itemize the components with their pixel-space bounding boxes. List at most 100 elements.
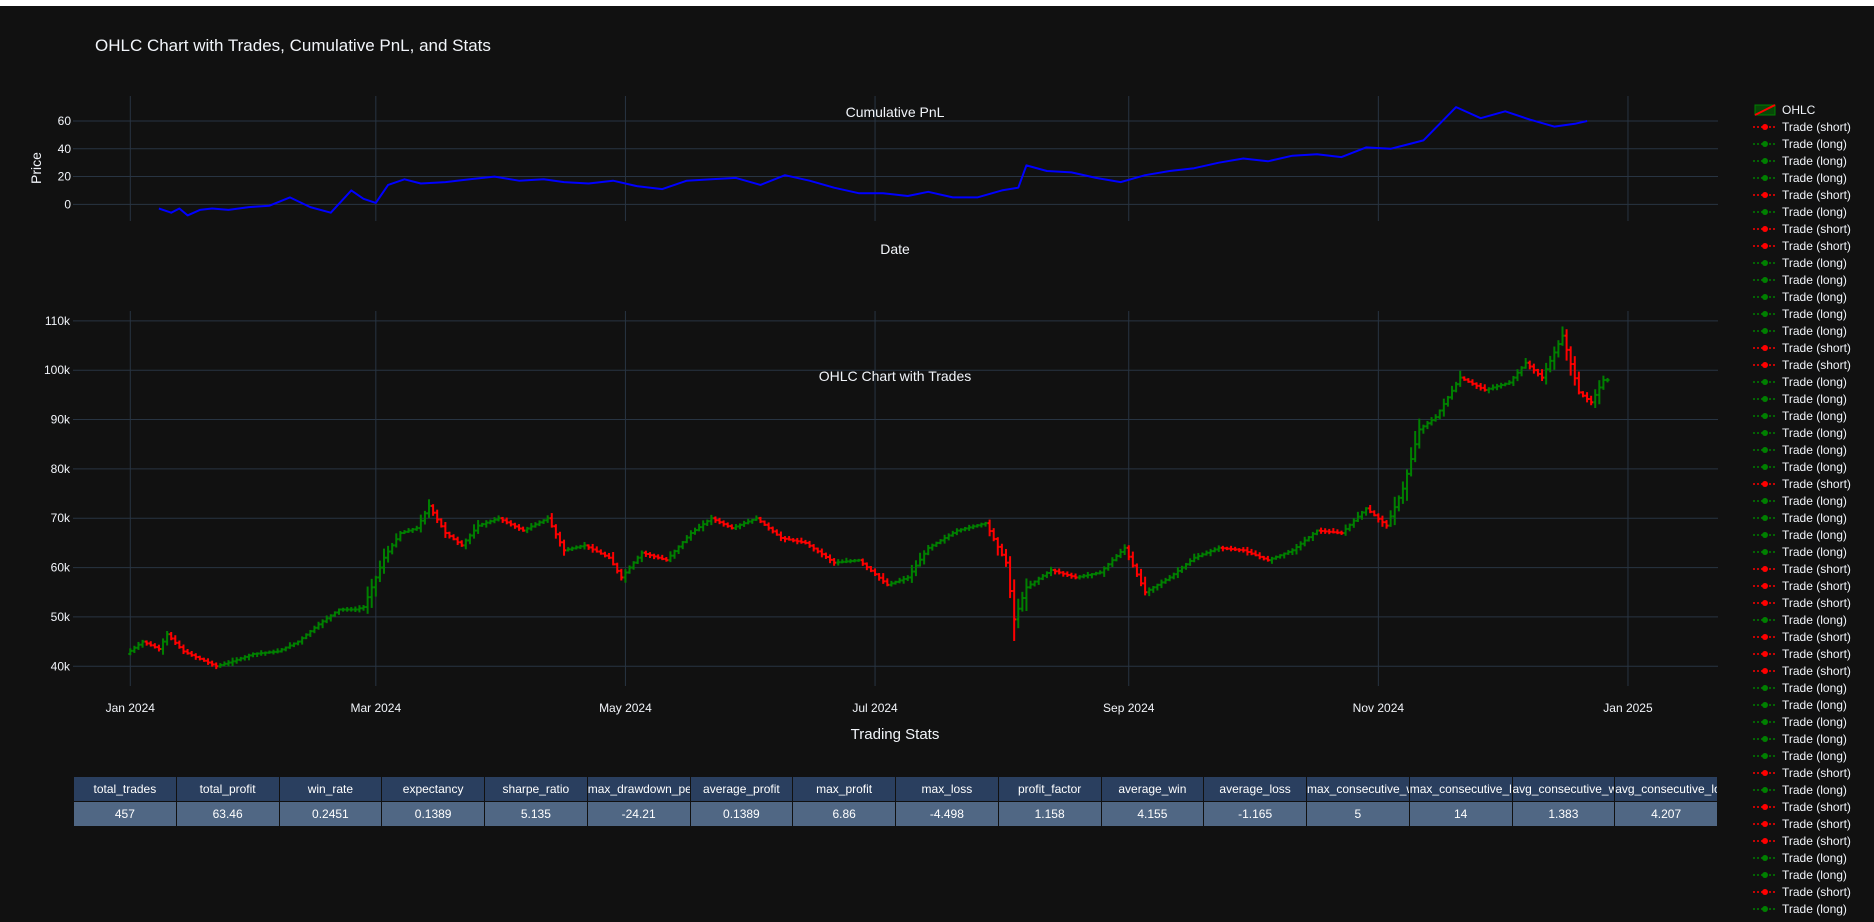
legend-item[interactable]: Trade (short)	[1752, 798, 1851, 815]
ohlc-bar	[1355, 511, 1360, 523]
ohlc-bar	[1425, 420, 1430, 430]
legend-item[interactable]: Trade (long)	[1752, 781, 1847, 798]
ohlc-bar	[1073, 573, 1078, 580]
legend-item[interactable]: Trade (short)	[1752, 577, 1851, 594]
legend-item[interactable]: Trade (long)	[1752, 152, 1847, 169]
ohlc-bar	[467, 533, 472, 545]
ohlc-chart[interactable]: Jan 2024 Mar 2024 May 2024 Jul 2024 Sep 2024…	[0, 306, 1752, 726]
stats-value: -24.21	[621, 807, 656, 821]
trade-swatch-dot	[1762, 191, 1768, 198]
legend-label: Trade (long)	[1782, 680, 1847, 695]
legend-item[interactable]: Trade (long)	[1752, 543, 1847, 560]
legend-item[interactable]: Trade (long)	[1752, 696, 1847, 713]
trade-swatch-dot	[1762, 412, 1768, 419]
legend-item[interactable]: Trade (short)	[1752, 764, 1851, 781]
trade-swatch-dot	[1762, 684, 1768, 691]
legend-item[interactable]: Trade (long)	[1752, 441, 1847, 458]
ohlc-bar	[639, 550, 644, 563]
legend-item[interactable]: Trade (long)	[1752, 322, 1847, 339]
ohlc-bar	[1196, 553, 1201, 561]
trade-marker-icon	[1753, 259, 1777, 266]
legend-item[interactable]: Trade (long)	[1752, 730, 1847, 747]
legend-item[interactable]: Trade (long)	[1752, 509, 1847, 526]
legend-item[interactable]: Trade (long)	[1752, 135, 1847, 152]
legend-item[interactable]: Trade (short)	[1752, 475, 1851, 492]
legend-item[interactable]: Trade (short)	[1752, 118, 1851, 135]
legend-item[interactable]: OHLC	[1752, 101, 1815, 118]
legend-item[interactable]: Trade (long)	[1752, 747, 1847, 764]
legend-item[interactable]: Trade (long)	[1752, 390, 1847, 407]
legend-item[interactable]: Trade (long)	[1752, 288, 1847, 305]
ohlc-bar	[1343, 524, 1348, 536]
ohlc-bar	[864, 562, 869, 571]
legend-item[interactable]: Trade (short)	[1752, 339, 1851, 356]
ohlc-bar	[692, 527, 697, 535]
legend-item[interactable]: Trade (short)	[1752, 883, 1851, 900]
ohlc-bar	[971, 524, 976, 530]
legend-item[interactable]: Trade (long)	[1752, 271, 1847, 288]
legend-item[interactable]: Trade (short)	[1752, 237, 1851, 254]
ohlc-bar	[197, 655, 202, 661]
legend-item[interactable]: Trade (long)	[1752, 169, 1847, 186]
ohlc-bar	[144, 640, 149, 646]
legend-item[interactable]: Trade (short)	[1752, 815, 1851, 832]
ohlc-bar	[148, 641, 153, 647]
legend-item[interactable]: Trade (short)	[1752, 628, 1851, 645]
legend-item[interactable]: Trade (long)	[1752, 611, 1847, 628]
legend-item[interactable]: Trade (long)	[1752, 713, 1847, 730]
legend-item[interactable]: Trade (long)	[1752, 849, 1847, 866]
ohlc-bar	[668, 551, 673, 563]
trade-marker-icon	[1753, 242, 1777, 249]
ohlc-bar	[1020, 591, 1025, 612]
legend[interactable]: OHLC Trade (short) Trade (long) Trade (long…	[1752, 101, 1872, 916]
stats-value-cell: 14	[1408, 801, 1513, 827]
ohlc-bar	[349, 607, 354, 612]
legend-item[interactable]: Trade (short)	[1752, 356, 1851, 373]
legend-item[interactable]: Trade (long)	[1752, 492, 1847, 509]
legend-label: Trade (long)	[1782, 901, 1847, 916]
ohlc-bar	[1544, 362, 1549, 385]
stats-header-cell: total_trades	[73, 776, 177, 802]
ohlc-bar	[860, 558, 865, 566]
ohlc-bar	[1044, 571, 1049, 579]
legend-label: Trade (long)	[1782, 391, 1847, 406]
legend-item[interactable]: Trade (long)	[1752, 424, 1847, 441]
ohlc-bar	[778, 531, 783, 542]
ohlc-bar	[1040, 574, 1045, 581]
legend-item[interactable]: Trade (short)	[1752, 560, 1851, 577]
ohlc-bar	[504, 517, 509, 525]
legend-item[interactable]: Trade (short)	[1752, 645, 1851, 662]
legend-item[interactable]: Trade (long)	[1752, 526, 1847, 543]
trade-marker-icon	[1753, 633, 1777, 640]
legend-label: Trade (long)	[1782, 527, 1847, 542]
legend-item[interactable]: Trade (short)	[1752, 832, 1851, 849]
ohlc-bar	[455, 536, 460, 546]
legend-item[interactable]: Trade (long)	[1752, 407, 1847, 424]
legend-item[interactable]: Trade (short)	[1752, 662, 1851, 679]
trade-swatch-dot	[1762, 276, 1768, 283]
stats-value: 1.383	[1548, 807, 1579, 821]
legend-item[interactable]: Trade (long)	[1752, 373, 1847, 390]
legend-item[interactable]: Trade (long)	[1752, 203, 1847, 220]
ohlc-bar	[995, 537, 1000, 556]
legend-item[interactable]: Trade (long)	[1752, 679, 1847, 696]
stats-value: 5.135	[520, 807, 551, 821]
legend-item[interactable]: Trade (short)	[1752, 220, 1851, 237]
legend-item[interactable]: Trade (long)	[1752, 900, 1847, 917]
stats-value-cell: 5.135	[484, 801, 588, 827]
legend-item[interactable]: Trade (long)	[1752, 458, 1847, 475]
ohlc-bar	[566, 547, 571, 552]
legend-item[interactable]: Trade (short)	[1752, 186, 1851, 203]
ohlc-bar	[271, 649, 276, 655]
legend-item[interactable]: Trade (long)	[1752, 866, 1847, 883]
pnl-chart[interactable]: 0 20 40 60 Cumulative PnL Date Price	[0, 91, 1752, 341]
ohlc-bar	[1323, 528, 1328, 534]
stats-value-cell: -4.498	[895, 801, 999, 827]
legend-item[interactable]: Trade (long)	[1752, 254, 1847, 271]
trade-swatch-dot	[1762, 905, 1768, 912]
trade-swatch-dot	[1762, 701, 1768, 708]
legend-item[interactable]: Trade (short)	[1752, 594, 1851, 611]
ohlc-bar	[635, 555, 640, 564]
ohlc-bar	[742, 520, 747, 527]
legend-item[interactable]: Trade (long)	[1752, 305, 1847, 322]
